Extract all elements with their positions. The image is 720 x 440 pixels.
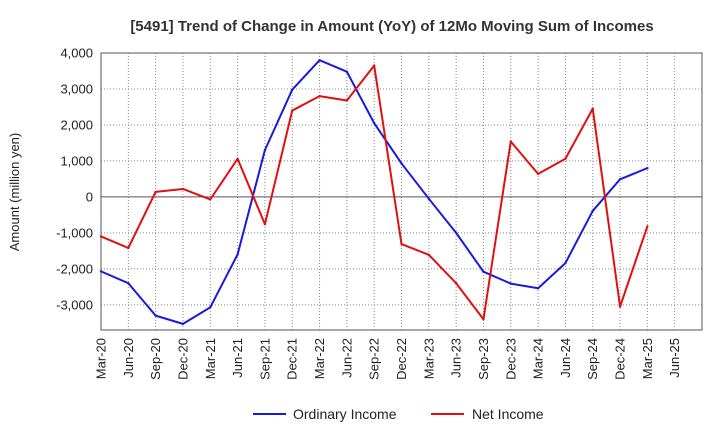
y-tick-label: 0: [86, 189, 93, 204]
data-point-ordinary-income: [564, 261, 567, 265]
data-point-ordinary-income: [154, 314, 157, 317]
y-tick-label: -1,000: [56, 225, 93, 240]
x-tick-label: Dec-21: [285, 338, 300, 380]
x-tick-label: Dec-22: [394, 338, 409, 380]
data-point-net-income: [454, 282, 458, 285]
data-point-ordinary-income: [236, 253, 239, 256]
data-point-ordinary-income: [454, 231, 458, 235]
data-point-ordinary-income: [181, 322, 185, 326]
x-tick-label: Jun-24: [558, 338, 573, 378]
data-point-ordinary-income: [509, 282, 512, 285]
data-point-ordinary-income: [536, 287, 540, 290]
data-point-net-income: [618, 305, 622, 308]
y-tick-label: 2,000: [60, 117, 93, 132]
data-point-net-income: [209, 198, 212, 201]
data-point-net-income: [154, 190, 157, 194]
x-tick-label: Jun-23: [449, 338, 464, 378]
x-tick-label: Sep-20: [148, 338, 163, 380]
data-point-ordinary-income: [400, 162, 403, 165]
series-lines: [99, 58, 649, 326]
x-tick-label: Sep-21: [257, 338, 272, 380]
data-point-net-income: [564, 157, 567, 160]
data-point-ordinary-income: [345, 70, 349, 73]
x-tick-label: Jun-22: [339, 338, 354, 378]
x-tick-label: Jun-20: [121, 338, 136, 378]
data-point-ordinary-income: [209, 306, 212, 309]
data-point-net-income: [646, 225, 649, 228]
data-point-net-income: [291, 109, 294, 112]
data-point-net-income: [318, 94, 321, 98]
y-tick-label: 4,000: [60, 46, 93, 61]
legend-label-ordinary-income: Ordinary Income: [293, 406, 397, 422]
data-point-ordinary-income: [427, 197, 431, 200]
x-tick-label: Sep-24: [585, 338, 600, 380]
data-point-net-income: [181, 187, 185, 191]
data-point-net-income: [99, 235, 103, 238]
x-tick-label: Mar-23: [421, 338, 436, 379]
data-point-ordinary-income: [291, 88, 294, 91]
data-point-ordinary-income: [646, 166, 649, 170]
data-point-ordinary-income: [318, 58, 321, 62]
y-tick-label: -3,000: [56, 297, 93, 312]
x-tick-label: Dec-23: [503, 338, 518, 380]
x-tick-label: Mar-21: [203, 338, 218, 379]
legend: Ordinary Income Net Income: [253, 406, 544, 422]
x-tick-label: Sep-23: [476, 338, 491, 380]
data-point-net-income: [372, 64, 376, 67]
data-point-net-income: [482, 318, 485, 321]
axes: 4,000 3,000 2,000 1,000 0 -1,000 -2,000 -3,000 M…: [56, 46, 703, 380]
data-point-ordinary-income: [263, 148, 267, 152]
data-point-ordinary-income: [482, 270, 485, 273]
x-tick-label: Dec-24: [613, 338, 628, 380]
x-tick-label: Jun-25: [667, 338, 682, 378]
x-tick-label: Mar-20: [94, 338, 109, 379]
x-tick-label: Jun-21: [230, 338, 245, 378]
y-tick-label: -2,000: [56, 261, 93, 276]
legend-label-net-income: Net Income: [472, 406, 544, 422]
data-point-net-income: [427, 253, 431, 257]
data-point-ordinary-income: [99, 270, 103, 273]
plot-border: [100, 52, 703, 331]
data-point-net-income: [236, 157, 239, 160]
data-point-ordinary-income: [127, 282, 130, 285]
data-point-ordinary-income: [618, 178, 622, 181]
x-tick-label: Dec-20: [175, 338, 190, 380]
data-point-net-income: [127, 246, 130, 250]
grid: [100, 52, 703, 330]
data-point-ordinary-income: [372, 121, 376, 125]
x-tick-label: Mar-25: [640, 338, 655, 379]
data-point-net-income: [536, 172, 540, 176]
chart-title: [5491] Trend of Change in Amount (YoY) o…: [130, 18, 653, 35]
x-tick-label: Mar-24: [531, 338, 546, 379]
y-axis-label: Amount (million yen): [7, 133, 22, 252]
data-point-net-income: [400, 242, 403, 246]
data-point-ordinary-income: [591, 209, 594, 213]
data-point-net-income: [509, 140, 512, 143]
data-point-net-income: [591, 107, 594, 110]
x-tick-label: Mar-22: [312, 338, 327, 379]
y-tick-label: 3,000: [60, 81, 93, 96]
data-point-net-income: [263, 223, 267, 226]
y-tick-label: 1,000: [60, 153, 93, 168]
x-tick-label: Sep-22: [367, 338, 382, 380]
data-point-net-income: [345, 99, 349, 102]
